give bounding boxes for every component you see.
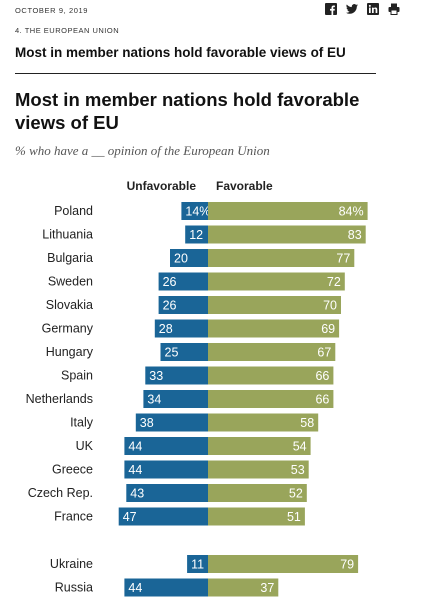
bar-favorable-italy bbox=[208, 413, 319, 432]
bar-unfavorable-bulgaria bbox=[170, 249, 208, 267]
bar-unfavorable-russia bbox=[124, 578, 208, 597]
category-label-sweden: Sweden bbox=[48, 275, 93, 289]
category-label-germany: Germany bbox=[42, 322, 94, 336]
bar-favorable-lithuania bbox=[208, 225, 366, 244]
bar-unfavorable-hungary bbox=[160, 343, 208, 361]
category-label-netherlands: Netherlands bbox=[26, 392, 93, 406]
value-unfavorable-sweden: 26 bbox=[163, 275, 177, 289]
legend-favorable: Favorable bbox=[216, 179, 273, 193]
bar-favorable-russia bbox=[208, 578, 279, 597]
bar-unfavorable-poland bbox=[181, 202, 208, 220]
bar-unfavorable-netherlands bbox=[143, 390, 208, 408]
category-label-italy: Italy bbox=[70, 416, 94, 430]
bar-favorable-greece bbox=[208, 460, 309, 479]
value-unfavorable-greece: 44 bbox=[128, 463, 142, 477]
value-unfavorable-spain: 33 bbox=[149, 369, 163, 383]
category-label-greece: Greece bbox=[52, 463, 93, 477]
category-label-russia: Russia bbox=[55, 581, 93, 595]
value-favorable-russia: 37 bbox=[260, 581, 274, 595]
value-favorable-france: 51 bbox=[287, 510, 301, 524]
value-unfavorable-poland: 14% bbox=[185, 205, 210, 219]
value-unfavorable-italy: 38 bbox=[140, 416, 154, 430]
category-label-hungary: Hungary bbox=[46, 345, 94, 359]
bar-favorable-spain bbox=[208, 366, 334, 385]
category-label-poland: Poland bbox=[54, 204, 93, 218]
value-unfavorable-hungary: 25 bbox=[165, 346, 179, 360]
value-favorable-germany: 69 bbox=[321, 322, 335, 336]
bar-unfavorable-sweden bbox=[158, 272, 208, 291]
value-favorable-hungary: 67 bbox=[317, 346, 331, 360]
bar-favorable-bulgaria bbox=[208, 249, 355, 267]
facebook-icon[interactable] bbox=[325, 3, 337, 15]
bar-unfavorable-ukraine bbox=[187, 555, 208, 573]
share-toolbar bbox=[325, 3, 400, 15]
bar-favorable-uk bbox=[208, 437, 311, 455]
bar-favorable-france bbox=[208, 507, 305, 526]
bar-favorable-poland bbox=[208, 202, 368, 220]
category-label-lithuania: Lithuania bbox=[42, 228, 93, 242]
bar-unfavorable-france bbox=[118, 507, 208, 526]
value-favorable-bulgaria: 77 bbox=[336, 252, 350, 266]
value-favorable-slovakia: 70 bbox=[323, 299, 337, 313]
value-favorable-sweden: 72 bbox=[327, 275, 341, 289]
publication-date: OCTOBER 9, 2019 bbox=[15, 6, 89, 15]
legend-unfavorable: Unfavorable bbox=[127, 179, 197, 193]
bar-favorable-netherlands bbox=[208, 390, 334, 408]
section-label[interactable]: 4. THE EUROPEAN UNION bbox=[15, 26, 120, 35]
bar-unfavorable-uk bbox=[124, 437, 208, 455]
value-unfavorable-russia: 44 bbox=[128, 581, 142, 595]
bar-unfavorable-slovakia bbox=[158, 296, 208, 314]
title-divider bbox=[15, 73, 376, 74]
category-label-france: France bbox=[54, 510, 93, 524]
bar-favorable-sweden bbox=[208, 272, 345, 291]
page-title: Most in member nations hold favorable vi… bbox=[15, 45, 346, 60]
value-unfavorable-uk: 44 bbox=[128, 440, 142, 454]
bar-unfavorable-spain bbox=[145, 366, 208, 385]
bar-favorable-hungary bbox=[208, 343, 336, 361]
category-label-czech-rep: Czech Rep. bbox=[28, 486, 93, 500]
value-favorable-uk: 54 bbox=[293, 440, 307, 454]
category-label-slovakia: Slovakia bbox=[46, 298, 93, 312]
value-favorable-poland: 84% bbox=[339, 205, 364, 219]
value-favorable-czech-rep: 52 bbox=[289, 487, 303, 501]
twitter-icon[interactable] bbox=[346, 3, 358, 15]
value-favorable-spain: 66 bbox=[315, 369, 329, 383]
bar-unfavorable-czech-rep bbox=[126, 484, 208, 502]
bar-favorable-czech-rep bbox=[208, 484, 307, 502]
value-unfavorable-ukraine: 11 bbox=[191, 558, 204, 572]
value-favorable-ukraine: 79 bbox=[340, 558, 354, 572]
category-label-bulgaria: Bulgaria bbox=[47, 251, 93, 265]
value-favorable-netherlands: 66 bbox=[315, 393, 329, 407]
value-unfavorable-france: 47 bbox=[123, 510, 137, 524]
linkedin-icon[interactable] bbox=[367, 3, 379, 15]
bar-unfavorable-italy bbox=[135, 413, 208, 432]
value-favorable-greece: 53 bbox=[291, 463, 305, 477]
value-unfavorable-bulgaria: 20 bbox=[174, 252, 188, 266]
category-label-uk: UK bbox=[76, 439, 94, 453]
value-unfavorable-netherlands: 34 bbox=[147, 393, 161, 407]
bar-favorable-slovakia bbox=[208, 296, 341, 314]
print-icon[interactable] bbox=[388, 3, 400, 15]
value-unfavorable-czech-rep: 43 bbox=[130, 487, 144, 501]
bar-unfavorable-greece bbox=[124, 460, 208, 479]
value-unfavorable-lithuania: 12 bbox=[189, 228, 203, 242]
category-label-spain: Spain bbox=[61, 369, 93, 383]
chart-title: Most in member nations hold favorable vi… bbox=[15, 89, 360, 133]
bar-favorable-ukraine bbox=[208, 555, 359, 573]
category-label-ukraine: Ukraine bbox=[50, 557, 93, 571]
chart-subtitle: % who have a __ opinion of the European … bbox=[15, 143, 270, 158]
bar-favorable-germany bbox=[208, 319, 340, 338]
value-favorable-lithuania: 83 bbox=[348, 228, 362, 242]
value-favorable-italy: 58 bbox=[300, 416, 314, 430]
bar-unfavorable-germany bbox=[154, 319, 208, 338]
value-unfavorable-slovakia: 26 bbox=[163, 299, 177, 313]
value-unfavorable-germany: 28 bbox=[159, 322, 173, 336]
bar-unfavorable-lithuania bbox=[185, 225, 208, 244]
